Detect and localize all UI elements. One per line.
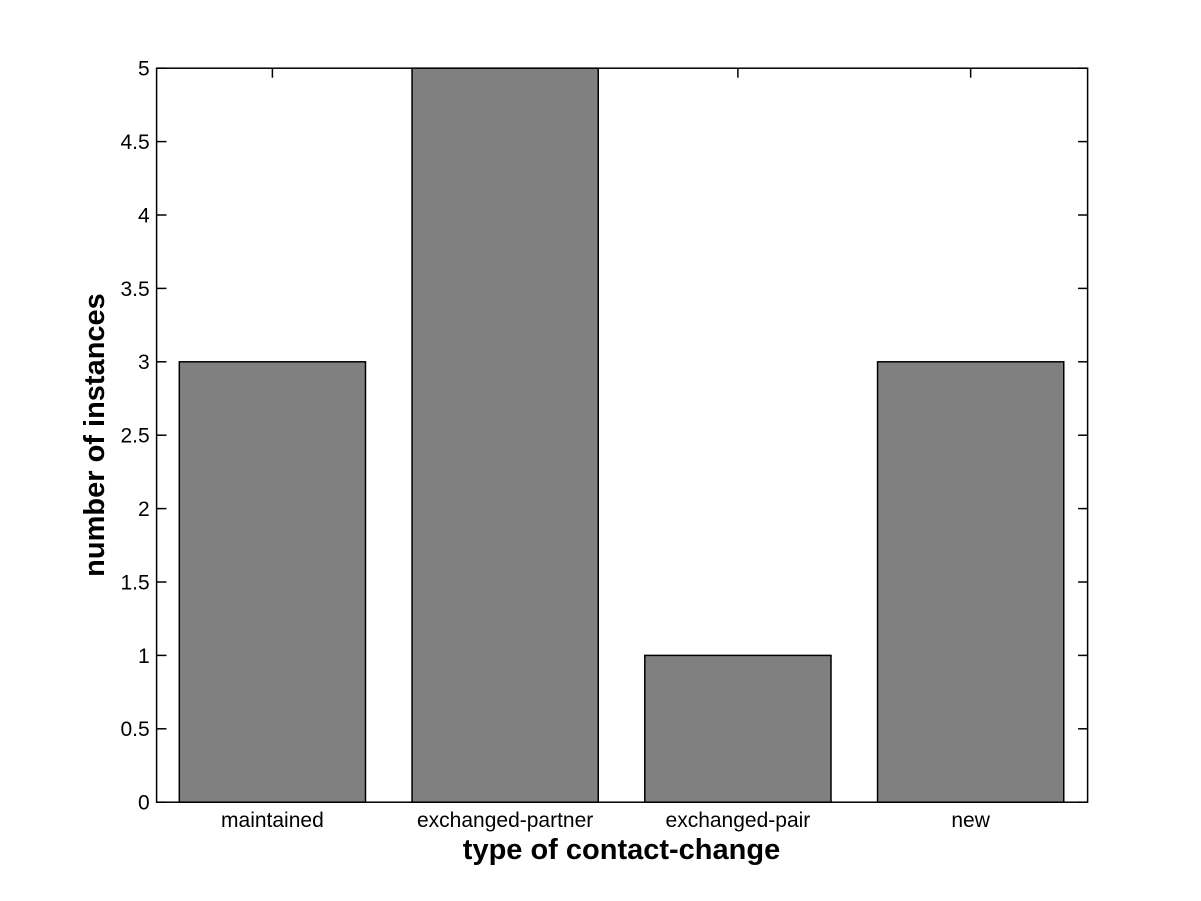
svg-text:3.5: 3.5 bbox=[120, 278, 149, 301]
svg-text:number of instances: number of instances bbox=[79, 293, 111, 577]
svg-text:exchanged-pair: exchanged-pair bbox=[666, 809, 811, 832]
svg-text:1.5: 1.5 bbox=[120, 571, 149, 594]
svg-text:2: 2 bbox=[138, 498, 150, 521]
svg-text:0.5: 0.5 bbox=[120, 718, 149, 741]
svg-text:1: 1 bbox=[138, 645, 150, 668]
svg-text:new: new bbox=[951, 809, 990, 832]
svg-text:maintained: maintained bbox=[221, 809, 324, 832]
svg-text:5: 5 bbox=[138, 58, 150, 81]
svg-text:4.5: 4.5 bbox=[120, 131, 149, 154]
svg-text:3: 3 bbox=[138, 351, 150, 374]
svg-text:type of contact-change: type of contact-change bbox=[463, 834, 780, 866]
svg-text:0: 0 bbox=[138, 792, 150, 815]
svg-text:4: 4 bbox=[138, 204, 150, 227]
svg-text:2.5: 2.5 bbox=[120, 425, 149, 448]
svg-text:exchanged-partner: exchanged-partner bbox=[417, 809, 593, 832]
